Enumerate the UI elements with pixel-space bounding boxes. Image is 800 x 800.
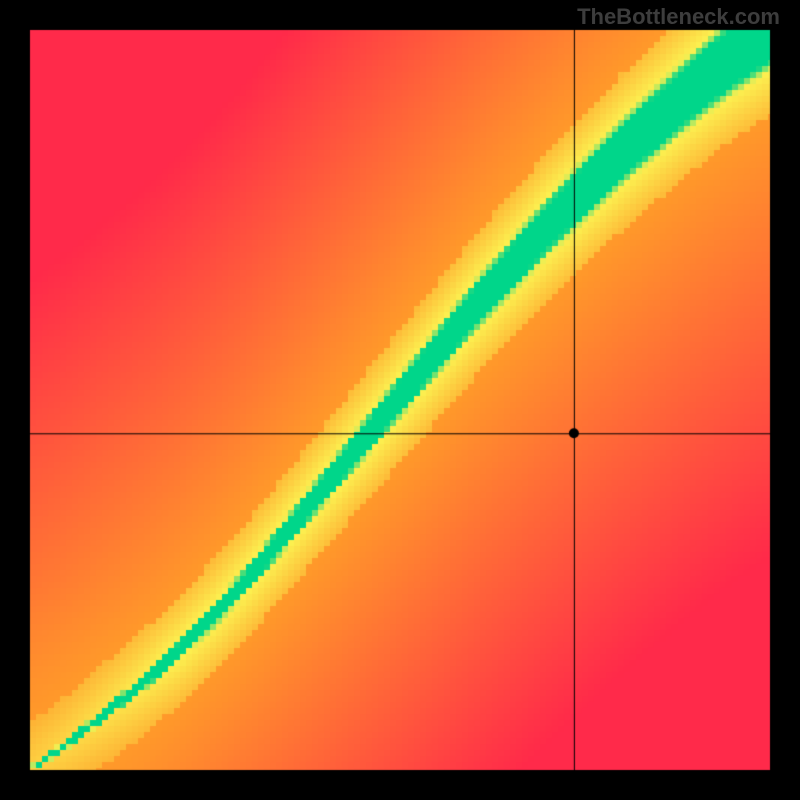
bottleneck-heatmap [0,0,800,800]
bottleneck-chart-container: TheBottleneck.com [0,0,800,800]
watermark: TheBottleneck.com [577,4,780,30]
